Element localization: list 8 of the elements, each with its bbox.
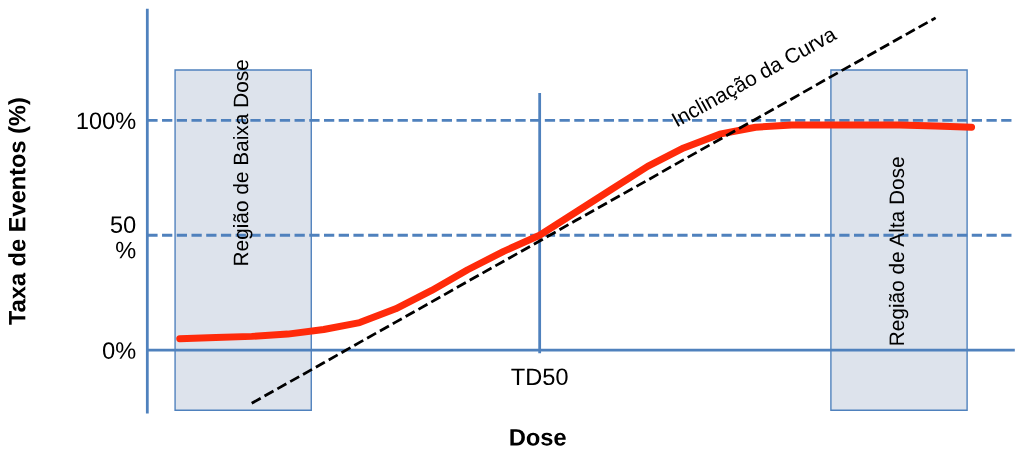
annotation: Região de Alta Dose [888,157,909,345]
y-tick-label: 100% [77,112,136,130]
annotation: Região de Baixa Dose [233,60,253,265]
x-tick-label: TD50 [511,368,568,386]
y-tick-label: 0% [103,342,136,359]
y-tick-label: 50 % [110,216,136,259]
x-axis-title: Dose [510,429,566,446]
y-axis-title: Taxa de Eventos (%) [8,98,31,325]
